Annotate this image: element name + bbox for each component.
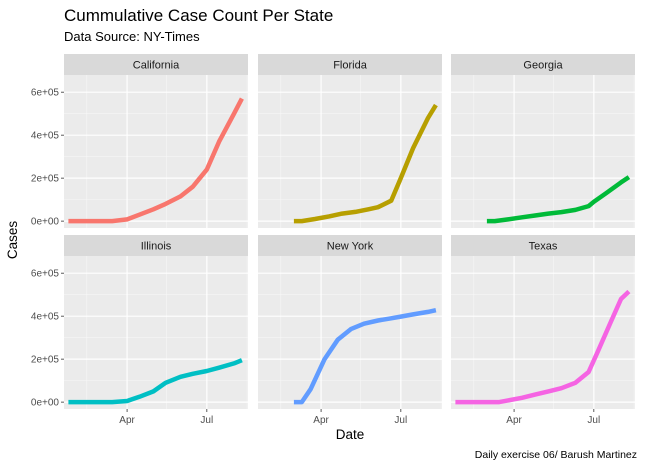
y-tick-label: 0e+00 <box>31 398 60 409</box>
chart-subtitle: Data Source: NY-Times <box>64 29 200 44</box>
x-axis-title: Date <box>336 427 365 442</box>
chart-caption: Daily exercise 06/ Barush Martinez <box>475 449 637 461</box>
facet-strip-label: Illinois <box>141 241 172 253</box>
series-line-new-york <box>293 308 437 405</box>
y-tick-label: 2e+05 <box>31 355 60 366</box>
facet-strip <box>64 54 248 75</box>
y-tick-label: 4e+05 <box>31 131 60 142</box>
facet-strip-label: New York <box>327 241 374 253</box>
series-line-texas <box>455 289 631 405</box>
panel-background <box>451 75 635 228</box>
series-line-illinois <box>68 358 243 405</box>
x-tick-label: Jul <box>587 415 600 426</box>
y-tick-label: 6e+05 <box>31 269 60 280</box>
facet-strip-label: Texas <box>529 241 558 253</box>
facet-strip-label: Florida <box>333 60 368 72</box>
y-tick-label: 4e+05 <box>31 312 60 323</box>
panel-background <box>258 75 442 228</box>
facet-strip <box>451 54 635 75</box>
facet-panels: California 0e+00 2e+05 4e+05 6e+05 Florida Geo… <box>31 54 635 426</box>
panel-background <box>64 256 248 409</box>
chart-title: Cummulative Case Count Per State <box>64 6 333 25</box>
facet-strip-label: California <box>133 60 180 72</box>
x-tick-label: Apr <box>506 415 522 426</box>
x-tick-label: Jul <box>394 415 407 426</box>
series-line-florida <box>293 103 438 224</box>
x-tick-label: Jul <box>200 415 213 426</box>
x-tick-label: Apr <box>119 415 135 426</box>
facet-strip <box>258 235 442 256</box>
y-axis-title: Cases <box>5 221 20 260</box>
x-tick-label: Apr <box>313 415 329 426</box>
y-tick-label: 2e+05 <box>31 174 60 185</box>
series-line-california <box>68 97 244 224</box>
series-line-georgia <box>486 175 631 224</box>
facet-strip-label: Georgia <box>523 60 563 72</box>
facet-strip <box>451 235 635 256</box>
facet-strip <box>258 54 442 75</box>
y-tick-label: 6e+05 <box>31 88 60 99</box>
panel-background <box>64 75 248 228</box>
y-tick-label: 0e+00 <box>31 217 60 228</box>
facet-strip <box>64 235 248 256</box>
